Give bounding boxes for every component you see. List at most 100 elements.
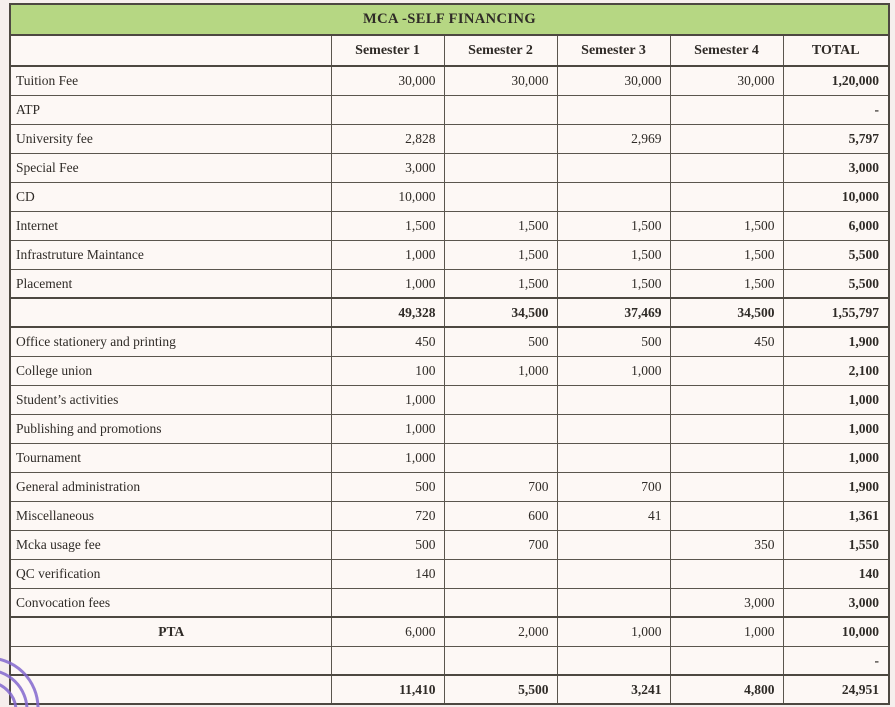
row-label-cell: [9, 297, 332, 328]
total-cell: -: [782, 645, 890, 676]
row-label-cell: Student’s activities: [9, 384, 332, 415]
row-label-cell: Special Fee: [9, 152, 332, 183]
amount-cell: [330, 587, 445, 618]
row-label-cell: CD: [9, 181, 332, 212]
row-label-cell: General administration: [9, 471, 332, 502]
amount-cell: 500: [330, 529, 445, 560]
amount-cell: 30,000: [556, 65, 671, 96]
amount-cell: 49,328: [330, 297, 445, 328]
total-cell: 2,100: [782, 355, 890, 386]
row-label-cell: Tournament: [9, 442, 332, 473]
total-cell: 10,000: [782, 181, 890, 212]
amount-cell: [669, 181, 784, 212]
amount-cell: 100: [330, 355, 445, 386]
total-cell: 5,500: [782, 239, 890, 270]
total-cell: 3,000: [782, 152, 890, 183]
amount-cell: 34,500: [669, 297, 784, 328]
row-label-cell: [9, 674, 332, 705]
amount-cell: [443, 558, 558, 589]
amount-cell: [556, 152, 671, 183]
table-row: ATP -: [9, 94, 890, 125]
total-cell: 140: [782, 558, 890, 589]
amount-cell: 5,500: [443, 674, 558, 705]
amount-cell: 1,000: [556, 616, 671, 647]
amount-cell: [443, 152, 558, 183]
amount-cell: [443, 181, 558, 212]
amount-cell: [669, 123, 784, 154]
amount-cell: 1,000: [330, 239, 445, 270]
total-cell: 1,000: [782, 384, 890, 415]
table-row: Office stationery and printing 450 500 500 4…: [9, 326, 890, 357]
amount-cell: 1,500: [669, 268, 784, 299]
table-row: CD 10,000 10,000: [9, 181, 890, 212]
total-cell: 1,000: [782, 413, 890, 444]
total-cell: 3,000: [782, 587, 890, 618]
amount-cell: 1,500: [556, 239, 671, 270]
total-cell: 5,797: [782, 123, 890, 154]
table-row: Publishing and promotions 1,000 1,000: [9, 413, 890, 444]
amount-cell: [443, 94, 558, 125]
amount-cell: 3,000: [669, 587, 784, 618]
amount-cell: 1,500: [443, 239, 558, 270]
table-row: Miscellaneous 720 600 41 1,361: [9, 500, 890, 531]
column-header: Semester 1: [330, 34, 445, 67]
amount-cell: 1,000: [556, 355, 671, 386]
column-header-row: Semester 1 Semester 2 Semester 3 Semester 4…: [9, 34, 890, 67]
table-row: 11,410 5,500 3,241 4,800 24,951: [9, 674, 890, 705]
amount-cell: 1,500: [669, 210, 784, 241]
column-header: Semester 2: [443, 34, 558, 67]
total-cell: 10,000: [782, 616, 890, 647]
table-row: Tuition Fee 30,000 30,000 30,000 30,000 1,20,…: [9, 65, 890, 96]
column-header: TOTAL: [782, 34, 890, 67]
row-label-cell: ATP: [9, 94, 332, 125]
amount-cell: 3,241: [556, 674, 671, 705]
amount-cell: 1,500: [330, 210, 445, 241]
amount-cell: 1,000: [330, 268, 445, 299]
table-row: Infrastruture Maintance 1,000 1,500 1,500 1,…: [9, 239, 890, 270]
table-row: -: [9, 645, 890, 676]
amount-cell: [669, 645, 784, 676]
amount-cell: [669, 500, 784, 531]
amount-cell: 30,000: [443, 65, 558, 96]
amount-cell: [669, 558, 784, 589]
total-cell: -: [782, 94, 890, 125]
amount-cell: 11,410: [330, 674, 445, 705]
amount-cell: [556, 529, 671, 560]
amount-cell: [556, 384, 671, 415]
amount-cell: [556, 181, 671, 212]
amount-cell: 6,000: [330, 616, 445, 647]
amount-cell: 10,000: [330, 181, 445, 212]
amount-cell: [669, 471, 784, 502]
amount-cell: 2,828: [330, 123, 445, 154]
row-label-cell: Miscellaneous: [9, 500, 332, 531]
row-label-cell: [9, 645, 332, 676]
amount-cell: 350: [669, 529, 784, 560]
amount-cell: 1,000: [669, 616, 784, 647]
amount-cell: 720: [330, 500, 445, 531]
amount-cell: [556, 442, 671, 473]
total-cell: 1,55,797: [782, 297, 890, 328]
amount-cell: [443, 587, 558, 618]
amount-cell: 450: [669, 326, 784, 357]
row-label-cell: Internet: [9, 210, 332, 241]
amount-cell: 30,000: [330, 65, 445, 96]
amount-cell: [443, 123, 558, 154]
table-row: College union 100 1,000 1,000 2,100: [9, 355, 890, 386]
total-cell: 1,900: [782, 471, 890, 502]
amount-cell: 1,000: [330, 384, 445, 415]
amount-cell: [443, 442, 558, 473]
amount-cell: [330, 645, 445, 676]
amount-cell: 500: [556, 326, 671, 357]
amount-cell: [669, 355, 784, 386]
amount-cell: [556, 587, 671, 618]
table-row: Mcka usage fee 500 700 350 1,550: [9, 529, 890, 560]
row-label-cell: Office stationery and printing: [9, 326, 332, 357]
row-label-cell: Mcka usage fee: [9, 529, 332, 560]
total-cell: 24,951: [782, 674, 890, 705]
amount-cell: 500: [443, 326, 558, 357]
amount-cell: 1,500: [443, 268, 558, 299]
amount-cell: 37,469: [556, 297, 671, 328]
amount-cell: [669, 152, 784, 183]
total-cell: 1,000: [782, 442, 890, 473]
